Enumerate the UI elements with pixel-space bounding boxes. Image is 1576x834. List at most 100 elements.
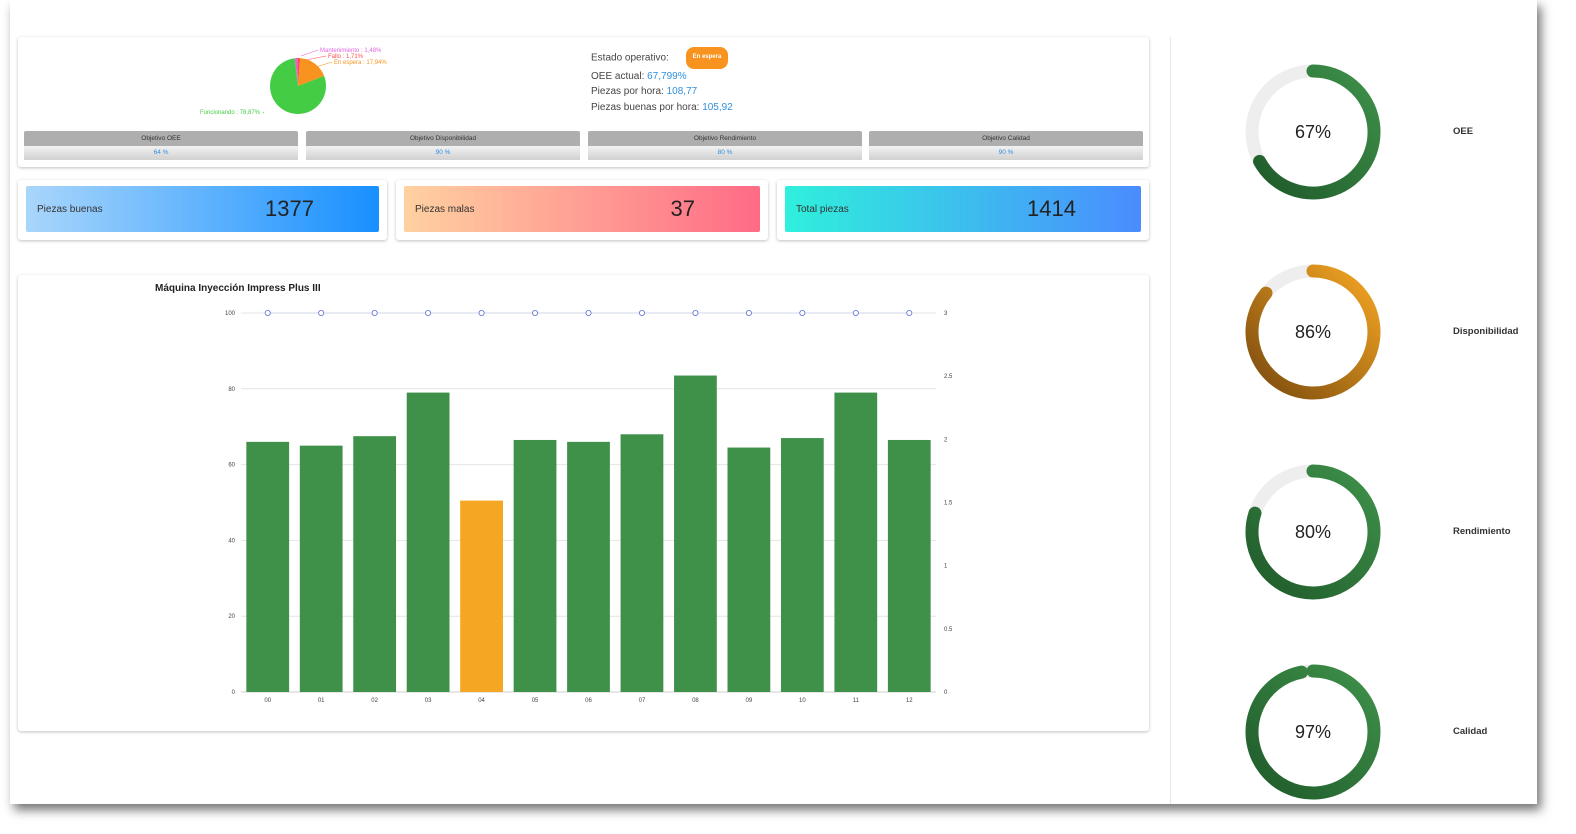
- status-pie-chart: Funcionando : 78,87% En espera : 17,94%Fa…: [200, 48, 387, 116]
- gauge-progress-arc: [1245, 664, 1381, 800]
- gauge-ring: [1245, 464, 1381, 600]
- bar-03: [406, 392, 450, 692]
- counter-good: Piezas buenas 1377: [26, 186, 379, 232]
- pie-slice-en-espera: [298, 58, 325, 86]
- pie-label: Fallo : 1,71%: [328, 54, 364, 60]
- bar-11: [834, 392, 878, 692]
- gauge-disponibilidad: 86%: [1243, 262, 1383, 402]
- secondary-series-point: [799, 310, 806, 317]
- y-tick-label: 40: [228, 538, 235, 544]
- gauge-value: 86%: [1294, 322, 1332, 342]
- bar-10: [780, 438, 824, 692]
- pie-slice-funcionando: [270, 58, 326, 115]
- gauge-rendimiento: 80%: [1243, 462, 1383, 602]
- y-tick-label: 20: [228, 614, 235, 620]
- x-tick-label: 06: [585, 698, 592, 704]
- estado-badge: En espera: [685, 47, 729, 69]
- objective-calidad: Objetivo Calidad 90 %: [869, 131, 1143, 160]
- counter-value: 37: [670, 196, 695, 221]
- objective-value: 80 %: [588, 146, 862, 160]
- gauge-value: 97%: [1294, 722, 1332, 742]
- x-tick-label: 10: [799, 698, 806, 704]
- objective-title: Objetivo Rendimiento: [588, 131, 862, 146]
- x-tick-label: 07: [639, 698, 646, 704]
- oee-label: OEE actual:: [591, 70, 645, 82]
- y2-tick-label: 0: [944, 690, 948, 696]
- gauge-label-disponibilidad: Disponibilidad: [1453, 326, 1519, 337]
- bar-07: [620, 434, 664, 692]
- y-tick-label: 100: [225, 311, 236, 317]
- bar-01: [299, 445, 343, 692]
- x-tick-label: 01: [318, 698, 325, 704]
- status-card: Funcionando : 78,87% En espera : 17,94% Fa…: [18, 37, 1149, 167]
- x-tick-label: 05: [532, 698, 539, 704]
- counter-card-bad: Piezas malas 37: [396, 180, 768, 240]
- chart-title: Máquina Inyección Impress Plus III: [155, 283, 321, 294]
- y2-tick-label: 1: [944, 564, 948, 570]
- bar-12: [887, 439, 931, 692]
- pie-leader-line: [305, 55, 327, 61]
- pie-leader-line: [300, 49, 319, 57]
- bar-04: [460, 500, 503, 692]
- x-tick-label: 11: [853, 698, 860, 704]
- gauge-value: 67%: [1294, 122, 1332, 142]
- objective-oee: Objetivo OEE 64 %: [24, 131, 298, 160]
- status-info: Estado operativo: En espera OEE actual: …: [591, 47, 733, 115]
- ppm-value: 108,77: [666, 86, 698, 97]
- y2-tick-label: 0.5: [944, 627, 953, 633]
- bar-09: [727, 447, 771, 692]
- secondary-series-point: [478, 310, 485, 317]
- secondary-series-point: [906, 310, 913, 317]
- gauge-label-calidad: Calidad: [1453, 726, 1488, 737]
- pie-label: Funcionando : 78,87%: [200, 110, 261, 116]
- counter-bad: Piezas malas 37: [404, 186, 760, 232]
- gauge-panel: 67% OEE 86% Disponibilidad 80% Rendimien…: [1170, 37, 1537, 804]
- bar-00: [246, 441, 290, 692]
- gauge-progress-arc: [1245, 264, 1381, 400]
- pie-leader-line: [315, 61, 333, 68]
- secondary-series-point: [264, 310, 271, 317]
- pie-leader-line: [262, 111, 265, 114]
- gauge-ring: [1245, 264, 1381, 400]
- pbh-row: Piezas buenas por hora: 105,92: [591, 100, 733, 116]
- counter-total: Total piezas 1414: [785, 186, 1141, 232]
- y2-tick-label: 2.5: [944, 374, 953, 380]
- x-tick-label: 00: [264, 698, 271, 704]
- x-tick-label: 08: [692, 698, 699, 704]
- pbh-label: Piezas buenas por hora:: [591, 101, 700, 113]
- bar-05: [513, 439, 557, 692]
- secondary-series-point: [692, 310, 699, 317]
- counter-value: 1377: [265, 196, 314, 221]
- x-tick-label: 12: [906, 698, 913, 704]
- pbh-value: 105,92: [702, 101, 733, 113]
- objective-title: Objetivo Calidad: [869, 131, 1143, 146]
- secondary-series-point: [585, 310, 592, 317]
- secondary-series-point: [318, 310, 325, 317]
- pie-slice-mantenimiento: [294, 58, 298, 86]
- production-bar-chart: 0 20 40 60 80 100 0 0.5 1 1.5 2 2.5 3 00 01 02 03 04 05 06 0…: [225, 310, 953, 704]
- gauge-ring: [1245, 64, 1381, 200]
- objective-title: Objetivo Disponibilidad: [306, 131, 580, 146]
- x-tick-label: 04: [478, 698, 485, 704]
- y2-tick-label: 2: [944, 437, 948, 443]
- y2-tick-label: 3: [944, 311, 948, 317]
- estado-label: Estado operativo:: [591, 52, 669, 64]
- y-tick-label: 0: [232, 690, 236, 696]
- bar-06: [567, 441, 610, 692]
- bar-08: [674, 375, 717, 692]
- objective-title: Objetivo OEE: [24, 131, 298, 146]
- pie-label: Mantenimiento : 1,48%: [320, 48, 382, 54]
- estado-row: Estado operativo: En espera: [591, 47, 733, 69]
- counter-label: Total piezas: [796, 203, 849, 215]
- objective-value: 64 %: [24, 146, 298, 160]
- objective-disponibilidad: Objetivo Disponibilidad 90 %: [306, 131, 580, 160]
- secondary-series-point: [638, 310, 645, 317]
- gauge-value: 80%: [1294, 522, 1332, 542]
- gauge-label-rendimiento: Rendimiento: [1453, 526, 1511, 537]
- dashboard-window: Funcionando : 78,87% En espera : 17,94% Fa…: [10, 0, 1537, 804]
- counter-card-good: Piezas buenas 1377: [18, 180, 387, 240]
- counter-label: Piezas malas: [415, 203, 475, 215]
- ppm-label: Piezas por hora:: [591, 86, 664, 97]
- counter-card-total: Total piezas 1414: [777, 180, 1149, 240]
- pie-slice-fallo: [297, 58, 301, 86]
